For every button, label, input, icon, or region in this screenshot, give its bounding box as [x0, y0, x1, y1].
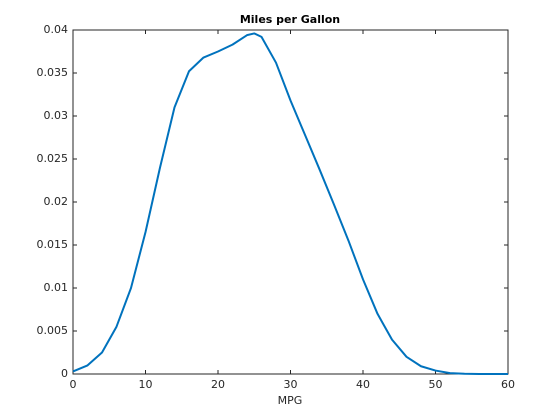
chart-title: Miles per Gallon [240, 13, 340, 26]
density-line [72, 32, 508, 375]
y-tick-label: 0.01 [44, 281, 69, 294]
y-tick-label: 0 [61, 367, 68, 380]
y-tick-label: 0.03 [44, 109, 69, 122]
x-tick-label: 20 [211, 378, 225, 391]
y-tick-label: 0.04 [44, 23, 69, 36]
x-tick-label: 50 [429, 378, 443, 391]
plot-area [72, 29, 509, 375]
x-tick-label: 40 [356, 378, 370, 391]
x-tick-label: 60 [501, 378, 515, 391]
x-axis-label: MPG [278, 394, 303, 407]
x-tick-label: 30 [284, 378, 298, 391]
y-tick-label: 0.035 [37, 66, 69, 79]
y-tick-label: 0.02 [44, 195, 69, 208]
y-tick-label: 0.005 [37, 324, 69, 337]
y-tick-label: 0.015 [37, 238, 69, 251]
x-tick-label: 0 [70, 378, 77, 391]
y-tick-label: 0.025 [37, 152, 69, 165]
x-tick-label: 10 [139, 378, 153, 391]
